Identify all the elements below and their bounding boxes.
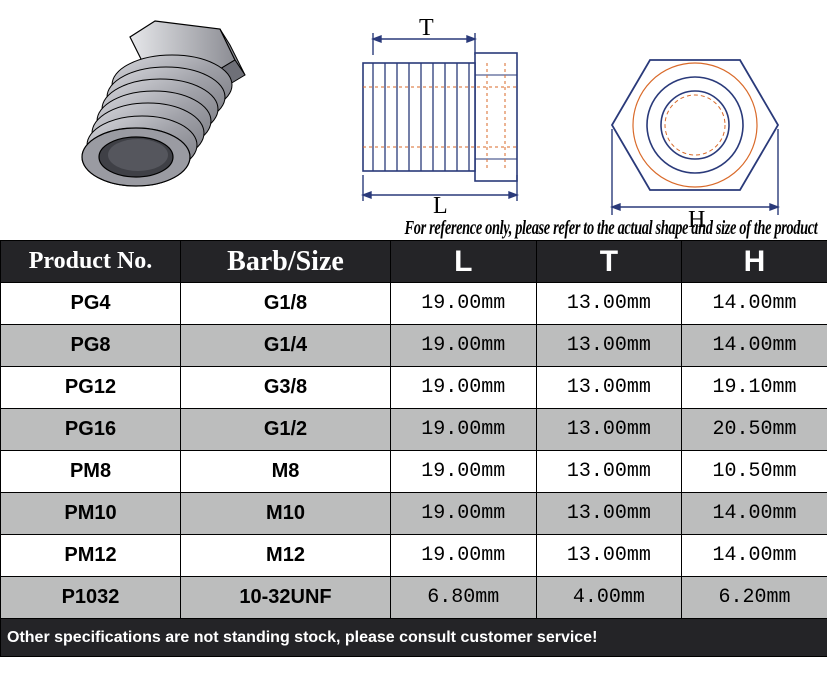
disclaimer-text: For reference only, please refer to the … <box>404 217 817 240</box>
cell-H: 14.00mm <box>682 535 827 577</box>
cell-barb: M10 <box>181 493 391 535</box>
col-header-L: L <box>391 241 537 283</box>
table-row: PG12G3/819.00mm13.00mm19.10mm <box>1 367 827 409</box>
cell-L: 19.00mm <box>391 493 537 535</box>
cell-barb: G1/8 <box>181 283 391 325</box>
table-row: PM8M819.00mm13.00mm10.50mm <box>1 451 827 493</box>
cell-T: 13.00mm <box>536 535 682 577</box>
spec-table: Product No.Barb/SizeLTH PG4G1/819.00mm13… <box>0 240 827 657</box>
cell-T: 13.00mm <box>536 451 682 493</box>
table-footer-text: Other specifications are not standing st… <box>1 619 827 657</box>
dim-label-L: L <box>433 193 448 215</box>
cell-barb: M8 <box>181 451 391 493</box>
cell-product: PG4 <box>1 283 181 325</box>
col-header-product: Product No. <box>1 241 181 283</box>
cell-L: 19.00mm <box>391 451 537 493</box>
table-body: PG4G1/819.00mm13.00mm14.00mmPG8G1/419.00… <box>1 283 827 619</box>
cell-barb: 10-32UNF <box>181 577 391 619</box>
cell-product: PM8 <box>1 451 181 493</box>
cell-L: 19.00mm <box>391 325 537 367</box>
cell-H: 14.00mm <box>682 283 827 325</box>
cell-barb: G3/8 <box>181 367 391 409</box>
cell-T: 13.00mm <box>536 325 682 367</box>
table-row: PG16G1/219.00mm13.00mm20.50mm <box>1 409 827 451</box>
col-header-H: H <box>682 241 827 283</box>
diagram-isometric <box>60 15 280 205</box>
cell-T: 13.00mm <box>536 493 682 535</box>
cell-barb: G1/2 <box>181 409 391 451</box>
cell-L: 19.00mm <box>391 367 537 409</box>
cell-barb: G1/4 <box>181 325 391 367</box>
cell-product: P1032 <box>1 577 181 619</box>
cell-H: 6.20mm <box>682 577 827 619</box>
table-row: PG4G1/819.00mm13.00mm14.00mm <box>1 283 827 325</box>
cell-product: PM10 <box>1 493 181 535</box>
dim-label-T: T <box>419 15 434 41</box>
cell-T: 13.00mm <box>536 283 682 325</box>
table-header: Product No.Barb/SizeLTH <box>1 241 827 283</box>
diagram-area: T <box>0 0 827 240</box>
cell-barb: M12 <box>181 535 391 577</box>
col-header-T: T <box>536 241 682 283</box>
cell-L: 19.00mm <box>391 409 537 451</box>
table-row: PM12M1219.00mm13.00mm14.00mm <box>1 535 827 577</box>
table-row: PG8G1/419.00mm13.00mm14.00mm <box>1 325 827 367</box>
diagram-side-view: T <box>345 15 555 215</box>
cell-L: 6.80mm <box>391 577 537 619</box>
cell-T: 13.00mm <box>536 367 682 409</box>
table-row: PM10M1019.00mm13.00mm14.00mm <box>1 493 827 535</box>
cell-H: 20.50mm <box>682 409 827 451</box>
cell-product: PG16 <box>1 409 181 451</box>
cell-H: 14.00mm <box>682 325 827 367</box>
col-header-barb: Barb/Size <box>181 241 391 283</box>
cell-H: 19.10mm <box>682 367 827 409</box>
table-footer-row: Other specifications are not standing st… <box>1 619 827 657</box>
cell-product: PM12 <box>1 535 181 577</box>
cell-L: 19.00mm <box>391 535 537 577</box>
cell-T: 13.00mm <box>536 409 682 451</box>
cell-product: PG12 <box>1 367 181 409</box>
diagram-top-view: H <box>600 45 800 235</box>
table-row: P103210-32UNF6.80mm4.00mm6.20mm <box>1 577 827 619</box>
cell-product: PG8 <box>1 325 181 367</box>
cell-L: 19.00mm <box>391 283 537 325</box>
cell-H: 14.00mm <box>682 493 827 535</box>
cell-H: 10.50mm <box>682 451 827 493</box>
cell-T: 4.00mm <box>536 577 682 619</box>
